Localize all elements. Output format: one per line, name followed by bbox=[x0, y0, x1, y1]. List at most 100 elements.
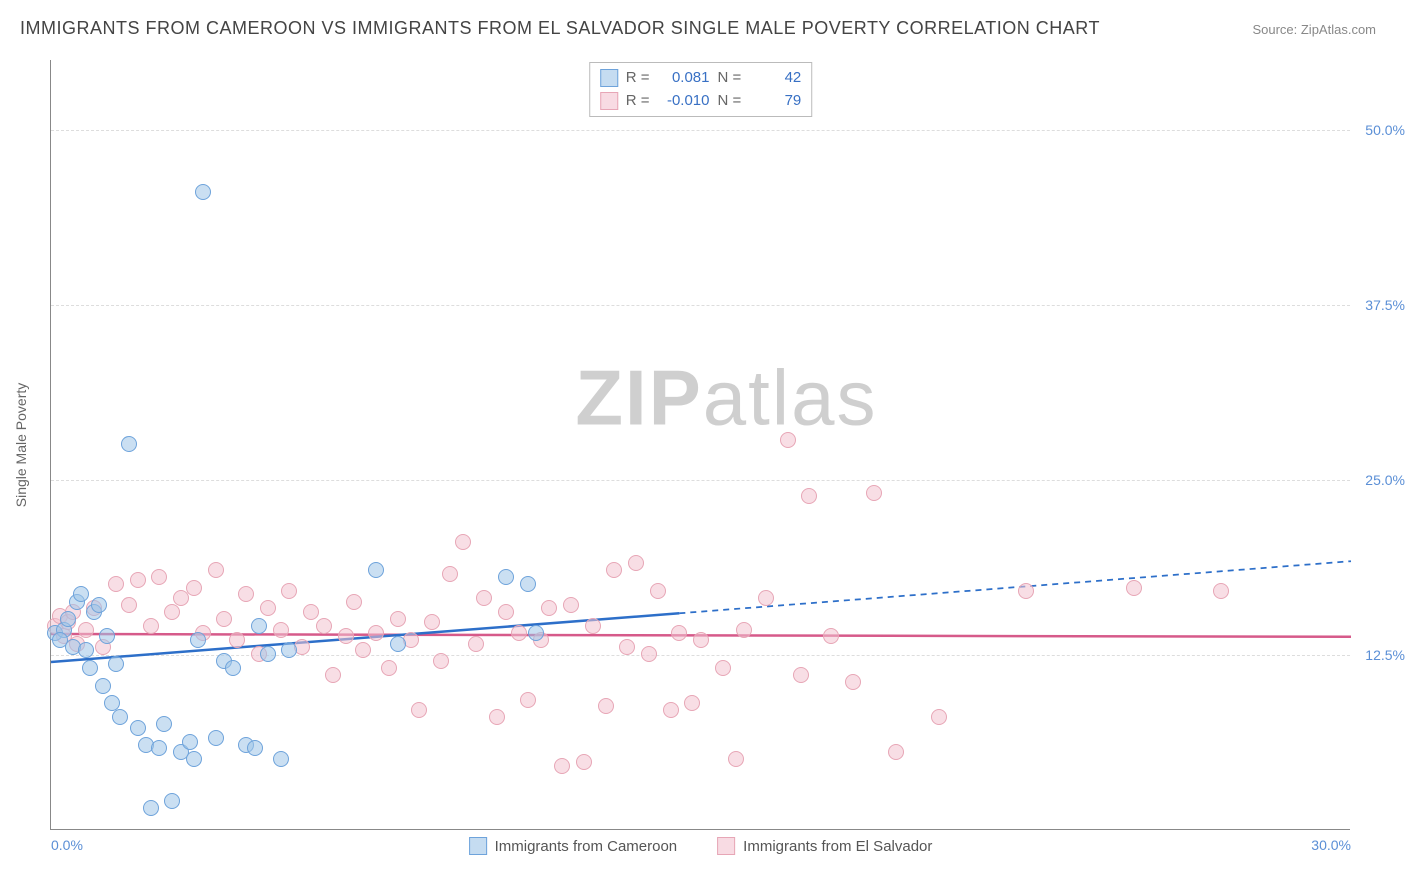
scatter-point bbox=[121, 436, 137, 452]
x-tick-label: 30.0% bbox=[1311, 837, 1351, 853]
scatter-point bbox=[693, 632, 709, 648]
scatter-point bbox=[663, 702, 679, 718]
scatter-point bbox=[433, 653, 449, 669]
scatter-point bbox=[303, 604, 319, 620]
scatter-point bbox=[498, 604, 514, 620]
scatter-point bbox=[520, 692, 536, 708]
scatter-point bbox=[931, 709, 947, 725]
r-label: R = bbox=[626, 90, 650, 113]
scatter-point bbox=[650, 583, 666, 599]
scatter-point bbox=[715, 660, 731, 676]
scatter-point bbox=[455, 534, 471, 550]
scatter-point bbox=[520, 576, 536, 592]
scatter-point bbox=[121, 597, 137, 613]
y-tick-label: 12.5% bbox=[1365, 647, 1405, 663]
scatter-point bbox=[316, 618, 332, 634]
swatch-series-b-icon bbox=[600, 92, 618, 110]
r-value-b: -0.010 bbox=[658, 90, 710, 113]
scatter-point bbox=[619, 639, 635, 655]
scatter-point bbox=[143, 618, 159, 634]
scatter-point bbox=[60, 611, 76, 627]
scatter-point bbox=[112, 709, 128, 725]
scatter-point bbox=[225, 660, 241, 676]
scatter-point bbox=[151, 740, 167, 756]
y-tick-label: 37.5% bbox=[1365, 297, 1405, 313]
scatter-point bbox=[390, 611, 406, 627]
scatter-point bbox=[91, 597, 107, 613]
bottom-legend: Immigrants from Cameroon Immigrants from… bbox=[469, 837, 933, 855]
scatter-point bbox=[736, 622, 752, 638]
scatter-point bbox=[130, 572, 146, 588]
scatter-point bbox=[195, 184, 211, 200]
stats-legend-box: R = 0.081 N = 42 R = -0.010 N = 79 bbox=[589, 62, 813, 117]
scatter-point bbox=[641, 646, 657, 662]
scatter-point bbox=[684, 695, 700, 711]
scatter-point bbox=[511, 625, 527, 641]
swatch-series-a-icon bbox=[600, 69, 618, 87]
scatter-point bbox=[1126, 580, 1142, 596]
scatter-point bbox=[143, 800, 159, 816]
grid-line bbox=[51, 130, 1350, 131]
scatter-point bbox=[489, 709, 505, 725]
scatter-point bbox=[411, 702, 427, 718]
scatter-point bbox=[793, 667, 809, 683]
source-attribution: Source: ZipAtlas.com bbox=[1252, 22, 1376, 37]
scatter-point bbox=[563, 597, 579, 613]
scatter-point bbox=[338, 628, 354, 644]
scatter-point bbox=[78, 622, 94, 638]
scatter-point bbox=[554, 758, 570, 774]
watermark-zip: ZIP bbox=[575, 354, 702, 442]
scatter-point bbox=[281, 583, 297, 599]
stats-row-series-a: R = 0.081 N = 42 bbox=[600, 67, 802, 90]
scatter-point bbox=[108, 656, 124, 672]
r-value-a: 0.081 bbox=[658, 67, 710, 90]
scatter-point bbox=[866, 485, 882, 501]
y-tick-label: 25.0% bbox=[1365, 472, 1405, 488]
plot-area: Single Male Poverty ZIPatlas 12.5%25.0%3… bbox=[50, 60, 1350, 830]
scatter-point bbox=[541, 600, 557, 616]
scatter-point bbox=[845, 674, 861, 690]
scatter-point bbox=[82, 660, 98, 676]
scatter-point bbox=[251, 618, 267, 634]
scatter-point bbox=[273, 751, 289, 767]
scatter-point bbox=[346, 594, 362, 610]
scatter-point bbox=[1018, 583, 1034, 599]
scatter-point bbox=[390, 636, 406, 652]
swatch-series-a-icon bbox=[469, 837, 487, 855]
grid-line bbox=[51, 655, 1350, 656]
scatter-point bbox=[442, 566, 458, 582]
scatter-point bbox=[186, 580, 202, 596]
legend-item-series-b: Immigrants from El Salvador bbox=[717, 837, 932, 855]
scatter-point bbox=[728, 751, 744, 767]
y-tick-label: 50.0% bbox=[1365, 122, 1405, 138]
scatter-point bbox=[273, 622, 289, 638]
scatter-point bbox=[99, 628, 115, 644]
scatter-point bbox=[325, 667, 341, 683]
swatch-series-b-icon bbox=[717, 837, 735, 855]
scatter-point bbox=[576, 754, 592, 770]
scatter-point bbox=[216, 611, 232, 627]
scatter-point bbox=[108, 576, 124, 592]
scatter-point bbox=[247, 740, 263, 756]
scatter-point bbox=[598, 698, 614, 714]
scatter-point bbox=[476, 590, 492, 606]
watermark-atlas: atlas bbox=[703, 354, 878, 442]
scatter-point bbox=[671, 625, 687, 641]
scatter-point bbox=[1213, 583, 1229, 599]
scatter-point bbox=[130, 720, 146, 736]
r-label: R = bbox=[626, 67, 650, 90]
scatter-point bbox=[78, 642, 94, 658]
scatter-point bbox=[381, 660, 397, 676]
scatter-point bbox=[190, 632, 206, 648]
y-axis-title: Single Male Poverty bbox=[13, 382, 29, 507]
scatter-point bbox=[758, 590, 774, 606]
grid-line bbox=[51, 305, 1350, 306]
scatter-point bbox=[156, 716, 172, 732]
scatter-point bbox=[260, 646, 276, 662]
scatter-point bbox=[260, 600, 276, 616]
scatter-point bbox=[164, 604, 180, 620]
x-tick-label: 0.0% bbox=[51, 837, 83, 853]
scatter-point bbox=[355, 642, 371, 658]
scatter-point bbox=[823, 628, 839, 644]
grid-line bbox=[51, 480, 1350, 481]
